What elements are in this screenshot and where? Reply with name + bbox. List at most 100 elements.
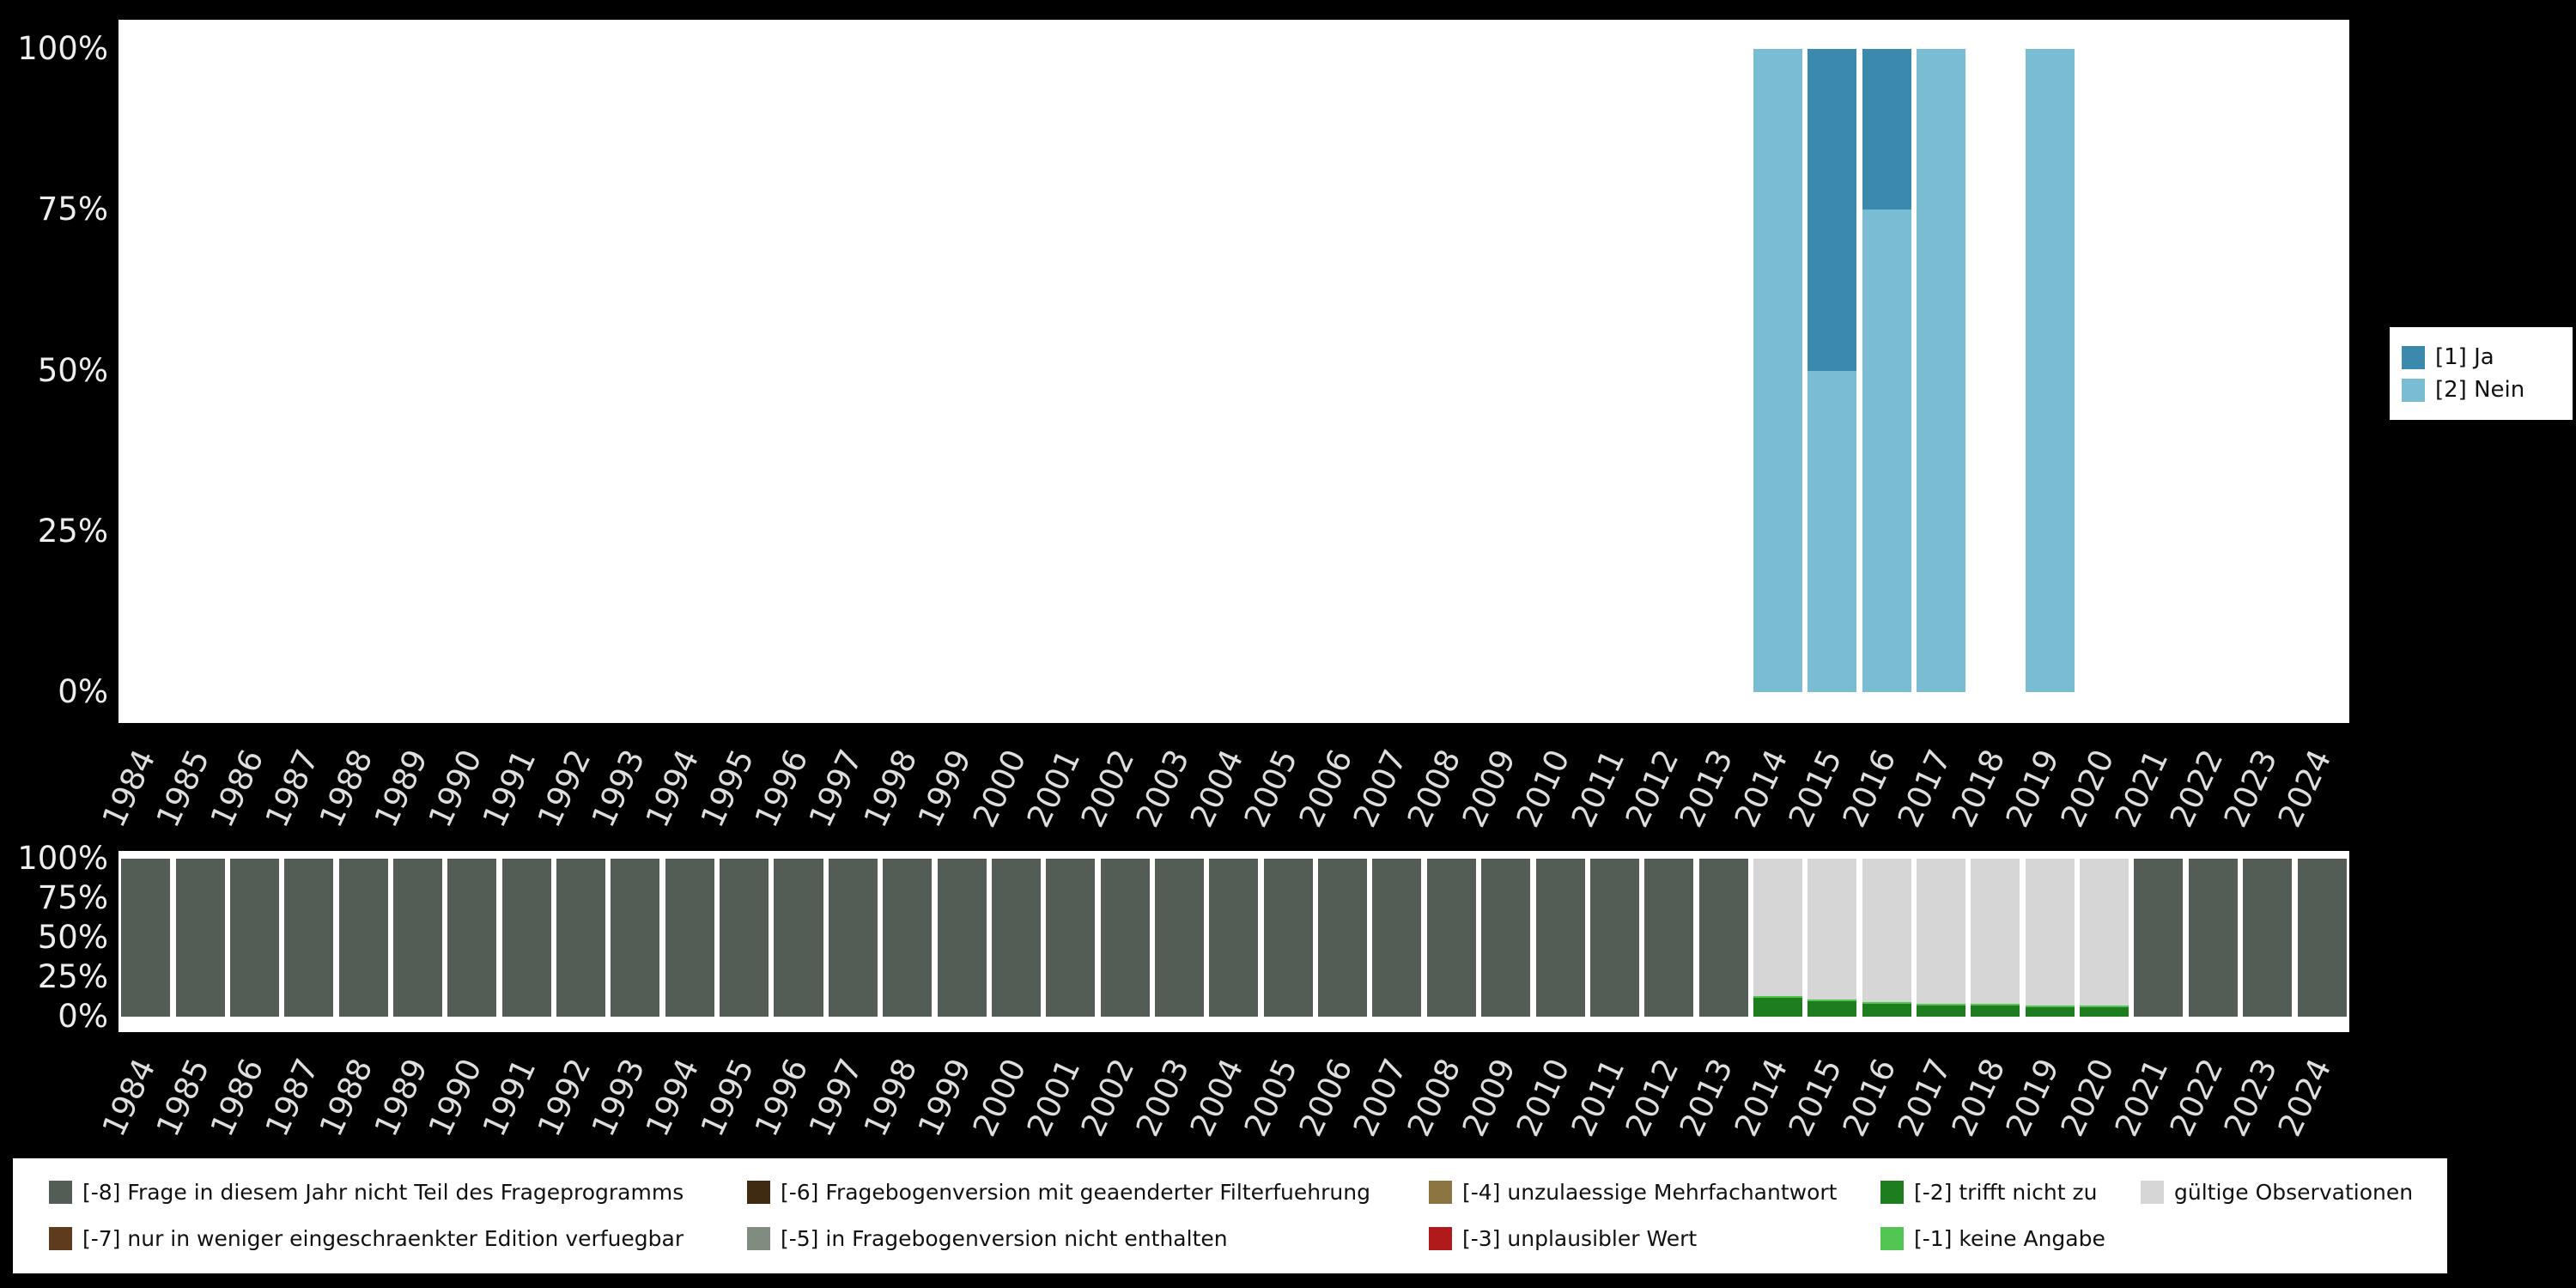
- bar-segment: [1917, 859, 1966, 1005]
- bar-slot-2004: [1206, 859, 1261, 1017]
- bar-segment: [611, 859, 660, 1017]
- bar-segment: [1807, 1000, 1857, 1017]
- bar-2011: [1589, 859, 1639, 1017]
- bar-segment: [1862, 859, 1911, 1003]
- bar-segment: [392, 859, 442, 1017]
- bar-segment: [1535, 859, 1585, 1017]
- bar-slot-1984: [118, 49, 173, 692]
- bar-slot-2019: [2023, 49, 2077, 692]
- legend-swatch: [747, 1180, 770, 1204]
- bar-segment: [2080, 1006, 2129, 1017]
- bar-slot-2014: [1751, 49, 1805, 692]
- bar-2001: [1046, 859, 1096, 1017]
- bar-segment: [1481, 859, 1531, 1017]
- bar-slot-1986: [228, 49, 282, 692]
- bar-segment: [1263, 859, 1313, 1017]
- bar-2015: [1807, 49, 1857, 692]
- bar-segment: [1862, 1004, 1911, 1017]
- y-axis-label: 50%: [37, 351, 108, 389]
- bar-slot-2000: [989, 49, 1043, 692]
- bar-segment: [1100, 859, 1150, 1017]
- bar-2005: [1263, 859, 1313, 1017]
- bar-segment: [1589, 859, 1639, 1017]
- bar-1986: [229, 859, 279, 1017]
- bar-slot-2011: [1588, 859, 1642, 1017]
- bar-1997: [828, 859, 878, 1017]
- bar-slot-2008: [1425, 859, 1479, 1017]
- bar-area: [118, 49, 2349, 692]
- bar-segment: [2025, 1005, 2075, 1007]
- bar-slot-1992: [554, 49, 608, 692]
- y-axis-label: 50%: [37, 919, 108, 956]
- y-axis-label: 25%: [37, 958, 108, 995]
- legend-item: [-2] trifft nicht zu: [1880, 1177, 2097, 1206]
- legend-item: [-5] in Fragebogenversion nicht enthalte…: [747, 1224, 1228, 1253]
- bar-segment: [1807, 49, 1857, 371]
- bar-slot-2022: [2186, 49, 2240, 692]
- bar-segment: [1155, 859, 1205, 1017]
- bar-slot-2016: [1860, 859, 1914, 1017]
- y-axis-label: 0%: [58, 673, 108, 710]
- legend-label: [-5] in Fragebogenversion nicht enthalte…: [781, 1225, 1228, 1251]
- bar-2014: [1753, 49, 1802, 692]
- bar-2018: [1971, 859, 2020, 1017]
- bar-segment: [2188, 859, 2238, 1017]
- bar-1992: [556, 859, 606, 1017]
- bar-segment: [2134, 859, 2184, 1017]
- bar-segment: [1807, 859, 1857, 999]
- legend-label: [-1] keine Angabe: [1914, 1225, 2105, 1251]
- bar-segment: [1971, 1004, 2020, 1006]
- bar-segment: [2025, 859, 2075, 1006]
- bar-slot-2006: [1315, 859, 1370, 1017]
- bar-2021: [2134, 859, 2184, 1017]
- legend-label: [-7] nur in weniger eingeschraenkter Edi…: [82, 1225, 684, 1251]
- bar-segment: [447, 859, 497, 1017]
- bar-segment: [1862, 210, 1911, 692]
- bar-slot-1987: [282, 49, 336, 692]
- legend-swatch: [2402, 345, 2425, 369]
- bar-1989: [392, 859, 442, 1017]
- bar-1993: [611, 859, 660, 1017]
- bar-segment: [774, 859, 823, 1017]
- legend-label: [-8] Frage in diesem Jahr nicht Teil des…: [82, 1179, 684, 1205]
- bar-segment: [1917, 1005, 1966, 1017]
- legend-swatch: [2141, 1180, 2164, 1204]
- legend-item: [-4] unzulaessige Mehrfachantwort: [1429, 1177, 1837, 1206]
- bar-segment: [2080, 859, 2129, 1006]
- bar-slot-1989: [391, 859, 445, 1017]
- bar-segment: [828, 859, 878, 1017]
- legend-swatch: [49, 1180, 72, 1204]
- legend-item: [-3] unplausibler Wert: [1429, 1224, 1697, 1253]
- bar-segment: [1644, 859, 1694, 1017]
- bar-slot-1996: [771, 49, 825, 692]
- bar-slot-2000: [989, 859, 1043, 1017]
- bar-slot-1992: [554, 859, 608, 1017]
- bar-slot-2015: [1805, 859, 1859, 1017]
- bar-slot-1988: [336, 859, 390, 1017]
- y-axis-label: 75%: [37, 191, 108, 228]
- bar-slot-1990: [445, 859, 499, 1017]
- bar-slot-2009: [1479, 49, 1533, 692]
- bar-segment: [338, 859, 388, 1017]
- bar-segment: [501, 859, 551, 1017]
- bar-segment: [1862, 1002, 1911, 1005]
- bar-slot-2023: [2240, 859, 2294, 1017]
- bar-2019: [2025, 859, 2075, 1017]
- bar-1988: [338, 859, 388, 1017]
- bar-1991: [501, 859, 551, 1017]
- bar-slot-1998: [880, 49, 934, 692]
- bar-slot-2017: [1914, 49, 1968, 692]
- bar-segment: [2025, 1006, 2075, 1017]
- bar-2007: [1372, 859, 1422, 1017]
- bar-slot-1998: [880, 859, 934, 1017]
- bar-slot-1997: [826, 859, 880, 1017]
- bar-segment: [1318, 859, 1368, 1017]
- bar-slot-2001: [1043, 49, 1097, 692]
- bar-2024: [2297, 859, 2347, 1017]
- bar-slot-2002: [1097, 49, 1151, 692]
- bar-segment: [2243, 859, 2293, 1017]
- legend-label: [2] Nein: [2435, 377, 2525, 403]
- legend-item: [-7] nur in weniger eingeschraenkter Edi…: [49, 1224, 683, 1253]
- bar-slot-2024: [2294, 49, 2348, 692]
